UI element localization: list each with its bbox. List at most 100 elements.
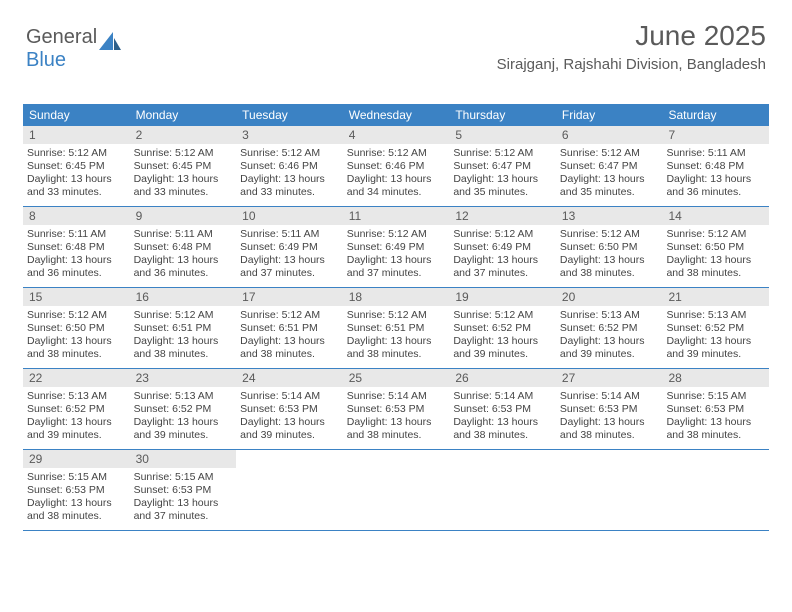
day-info: Sunrise: 5:12 AMSunset: 6:51 PMDaylight:… <box>130 306 237 368</box>
day-cell: 26Sunrise: 5:14 AMSunset: 6:53 PMDayligh… <box>449 369 556 449</box>
day-cell: 27Sunrise: 5:14 AMSunset: 6:53 PMDayligh… <box>556 369 663 449</box>
day-cell: 6Sunrise: 5:12 AMSunset: 6:47 PMDaylight… <box>556 126 663 206</box>
day-number: 17 <box>236 288 343 306</box>
brand-part1: General <box>26 26 97 48</box>
empty-cell <box>236 450 343 530</box>
day-number: 14 <box>662 207 769 225</box>
week-row: 29Sunrise: 5:15 AMSunset: 6:53 PMDayligh… <box>23 450 769 531</box>
day-cell: 22Sunrise: 5:13 AMSunset: 6:52 PMDayligh… <box>23 369 130 449</box>
brand-part2: Blue <box>26 49 66 71</box>
empty-cell <box>556 450 663 530</box>
day-number: 5 <box>449 126 556 144</box>
calendar-grid: SundayMondayTuesdayWednesdayThursdayFrid… <box>23 104 769 531</box>
day-info: Sunrise: 5:12 AMSunset: 6:52 PMDaylight:… <box>449 306 556 368</box>
day-cell: 13Sunrise: 5:12 AMSunset: 6:50 PMDayligh… <box>556 207 663 287</box>
day-cell: 24Sunrise: 5:14 AMSunset: 6:53 PMDayligh… <box>236 369 343 449</box>
day-number: 27 <box>556 369 663 387</box>
day-number: 9 <box>130 207 237 225</box>
day-number: 16 <box>130 288 237 306</box>
day-cell: 25Sunrise: 5:14 AMSunset: 6:53 PMDayligh… <box>343 369 450 449</box>
day-info: Sunrise: 5:12 AMSunset: 6:51 PMDaylight:… <box>236 306 343 368</box>
weekday-header: Friday <box>556 104 663 126</box>
day-info: Sunrise: 5:12 AMSunset: 6:47 PMDaylight:… <box>556 144 663 206</box>
day-number: 29 <box>23 450 130 468</box>
week-row: 22Sunrise: 5:13 AMSunset: 6:52 PMDayligh… <box>23 369 769 450</box>
day-info: Sunrise: 5:14 AMSunset: 6:53 PMDaylight:… <box>449 387 556 449</box>
day-info: Sunrise: 5:13 AMSunset: 6:52 PMDaylight:… <box>662 306 769 368</box>
day-cell: 2Sunrise: 5:12 AMSunset: 6:45 PMDaylight… <box>130 126 237 206</box>
day-cell: 9Sunrise: 5:11 AMSunset: 6:48 PMDaylight… <box>130 207 237 287</box>
day-info: Sunrise: 5:15 AMSunset: 6:53 PMDaylight:… <box>23 468 130 530</box>
weekday-header: Sunday <box>23 104 130 126</box>
day-info: Sunrise: 5:12 AMSunset: 6:50 PMDaylight:… <box>23 306 130 368</box>
page-header: June 2025 Sirajganj, Rajshahi Division, … <box>497 20 766 73</box>
brand-logo: General Blue <box>26 26 121 72</box>
day-cell: 11Sunrise: 5:12 AMSunset: 6:49 PMDayligh… <box>343 207 450 287</box>
day-cell: 19Sunrise: 5:12 AMSunset: 6:52 PMDayligh… <box>449 288 556 368</box>
empty-cell <box>662 450 769 530</box>
logo-sail-icon <box>99 32 121 52</box>
day-number: 19 <box>449 288 556 306</box>
weekday-header: Thursday <box>449 104 556 126</box>
week-row: 15Sunrise: 5:12 AMSunset: 6:50 PMDayligh… <box>23 288 769 369</box>
day-number: 20 <box>556 288 663 306</box>
day-cell: 21Sunrise: 5:13 AMSunset: 6:52 PMDayligh… <box>662 288 769 368</box>
day-cell: 15Sunrise: 5:12 AMSunset: 6:50 PMDayligh… <box>23 288 130 368</box>
day-info: Sunrise: 5:12 AMSunset: 6:50 PMDaylight:… <box>662 225 769 287</box>
day-info: Sunrise: 5:15 AMSunset: 6:53 PMDaylight:… <box>662 387 769 449</box>
day-info: Sunrise: 5:14 AMSunset: 6:53 PMDaylight:… <box>236 387 343 449</box>
day-number: 18 <box>343 288 450 306</box>
day-cell: 3Sunrise: 5:12 AMSunset: 6:46 PMDaylight… <box>236 126 343 206</box>
day-cell: 17Sunrise: 5:12 AMSunset: 6:51 PMDayligh… <box>236 288 343 368</box>
day-cell: 29Sunrise: 5:15 AMSunset: 6:53 PMDayligh… <box>23 450 130 530</box>
day-number: 30 <box>130 450 237 468</box>
day-cell: 12Sunrise: 5:12 AMSunset: 6:49 PMDayligh… <box>449 207 556 287</box>
day-info: Sunrise: 5:11 AMSunset: 6:48 PMDaylight:… <box>23 225 130 287</box>
day-info: Sunrise: 5:12 AMSunset: 6:46 PMDaylight:… <box>236 144 343 206</box>
day-cell: 14Sunrise: 5:12 AMSunset: 6:50 PMDayligh… <box>662 207 769 287</box>
day-number: 22 <box>23 369 130 387</box>
day-info: Sunrise: 5:11 AMSunset: 6:48 PMDaylight:… <box>662 144 769 206</box>
day-cell: 18Sunrise: 5:12 AMSunset: 6:51 PMDayligh… <box>343 288 450 368</box>
day-info: Sunrise: 5:13 AMSunset: 6:52 PMDaylight:… <box>23 387 130 449</box>
week-row: 8Sunrise: 5:11 AMSunset: 6:48 PMDaylight… <box>23 207 769 288</box>
day-number: 26 <box>449 369 556 387</box>
day-info: Sunrise: 5:11 AMSunset: 6:48 PMDaylight:… <box>130 225 237 287</box>
day-number: 28 <box>662 369 769 387</box>
day-cell: 30Sunrise: 5:15 AMSunset: 6:53 PMDayligh… <box>130 450 237 530</box>
weekday-header: Tuesday <box>236 104 343 126</box>
page-title: June 2025 <box>497 20 766 52</box>
day-number: 15 <box>23 288 130 306</box>
page-subtitle: Sirajganj, Rajshahi Division, Bangladesh <box>497 56 766 73</box>
day-number: 4 <box>343 126 450 144</box>
weekday-header: Monday <box>130 104 237 126</box>
day-cell: 23Sunrise: 5:13 AMSunset: 6:52 PMDayligh… <box>130 369 237 449</box>
day-info: Sunrise: 5:11 AMSunset: 6:49 PMDaylight:… <box>236 225 343 287</box>
day-cell: 7Sunrise: 5:11 AMSunset: 6:48 PMDaylight… <box>662 126 769 206</box>
day-number: 2 <box>130 126 237 144</box>
weekday-header-row: SundayMondayTuesdayWednesdayThursdayFrid… <box>23 104 769 126</box>
day-info: Sunrise: 5:14 AMSunset: 6:53 PMDaylight:… <box>556 387 663 449</box>
day-cell: 10Sunrise: 5:11 AMSunset: 6:49 PMDayligh… <box>236 207 343 287</box>
day-number: 24 <box>236 369 343 387</box>
day-cell: 20Sunrise: 5:13 AMSunset: 6:52 PMDayligh… <box>556 288 663 368</box>
day-number: 11 <box>343 207 450 225</box>
day-cell: 4Sunrise: 5:12 AMSunset: 6:46 PMDaylight… <box>343 126 450 206</box>
day-number: 8 <box>23 207 130 225</box>
day-number: 7 <box>662 126 769 144</box>
day-info: Sunrise: 5:12 AMSunset: 6:50 PMDaylight:… <box>556 225 663 287</box>
day-number: 12 <box>449 207 556 225</box>
day-number: 1 <box>23 126 130 144</box>
day-info: Sunrise: 5:13 AMSunset: 6:52 PMDaylight:… <box>130 387 237 449</box>
day-cell: 28Sunrise: 5:15 AMSunset: 6:53 PMDayligh… <box>662 369 769 449</box>
day-info: Sunrise: 5:12 AMSunset: 6:49 PMDaylight:… <box>343 225 450 287</box>
day-cell: 5Sunrise: 5:12 AMSunset: 6:47 PMDaylight… <box>449 126 556 206</box>
day-cell: 16Sunrise: 5:12 AMSunset: 6:51 PMDayligh… <box>130 288 237 368</box>
day-info: Sunrise: 5:14 AMSunset: 6:53 PMDaylight:… <box>343 387 450 449</box>
day-info: Sunrise: 5:12 AMSunset: 6:45 PMDaylight:… <box>130 144 237 206</box>
week-row: 1Sunrise: 5:12 AMSunset: 6:45 PMDaylight… <box>23 126 769 207</box>
day-cell: 8Sunrise: 5:11 AMSunset: 6:48 PMDaylight… <box>23 207 130 287</box>
day-number: 21 <box>662 288 769 306</box>
day-number: 3 <box>236 126 343 144</box>
day-info: Sunrise: 5:15 AMSunset: 6:53 PMDaylight:… <box>130 468 237 530</box>
